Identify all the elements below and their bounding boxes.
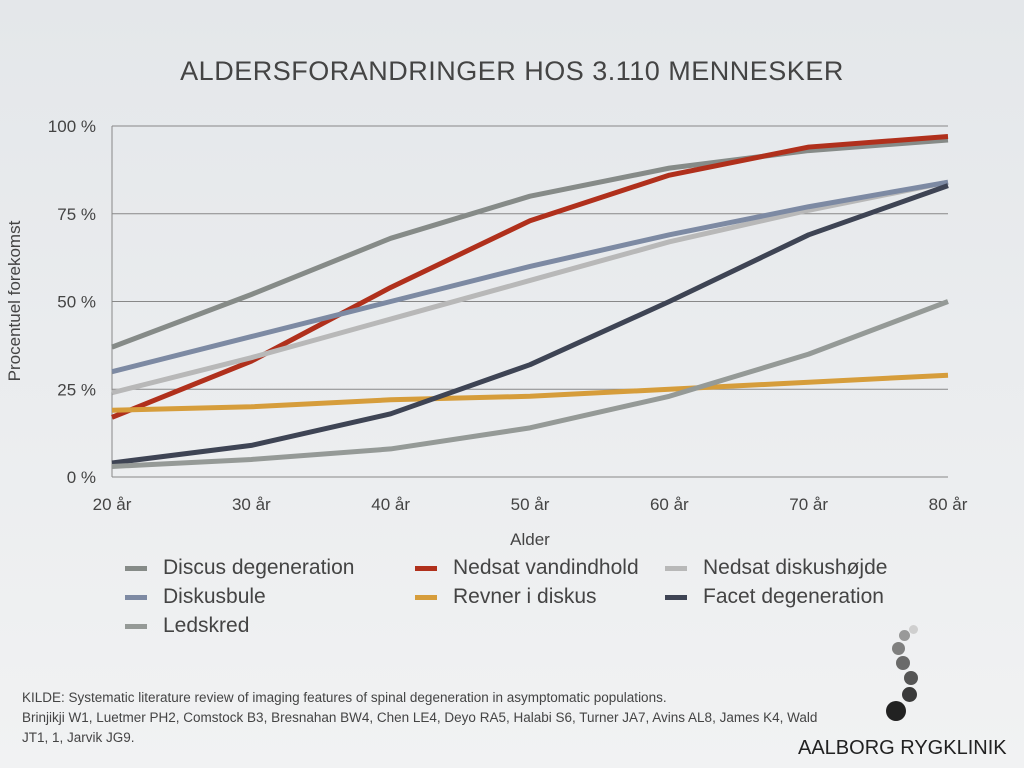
legend-label: Diskusbule [163,585,266,608]
legend-item: Revner i diskus [415,585,597,609]
series-line-ledskred [111,299,949,469]
legend-swatch [125,594,147,600]
legend-item: Nedsat diskushøjde [665,556,887,580]
legend-item: Ledskred [125,614,249,638]
legend-swatch [665,565,687,571]
y-tick-label: 0 % [67,468,96,487]
legend-item: Facet degeneration [665,585,884,609]
y-axis-label: Procentuel forekomst [5,220,24,381]
y-tick-label: 25 % [57,380,96,399]
legend-label: Discus degeneration [163,556,355,579]
logo-dot [898,629,910,641]
legend-swatch [125,623,147,629]
line-chart: 0 % 25 % 50 % 75 % 100 % 20 år 30 år 40 år 50 år… [5,117,968,549]
logo-dot [896,656,910,670]
x-tick-label: 80 år [929,495,968,514]
logo-dot [904,671,918,685]
legend-swatch [415,594,437,600]
legend-item: Nedsat vandindhold [415,556,639,580]
series-line-diskusbule [111,179,949,375]
x-tick-label: 40 år [371,495,410,514]
source-citation: KILDE: Systematic literature review of i… [22,688,842,748]
y-tick-label: 50 % [57,293,96,312]
legend-label: Revner i diskus [453,585,597,608]
legend-label: Ledskred [163,614,250,637]
brand-name: AALBORG RYGKLINIK [798,737,1007,759]
chart-title: ALDERSFORANDRINGER HOS 3.110 MENNESKER [180,56,844,86]
legend-item: Diskusbule [125,585,266,609]
source-line-2: Brinjikji W1, Luetmer PH2, Comstock B3, … [22,710,818,745]
clinic-logo [880,624,930,721]
x-tick-label: 30 år [232,495,271,514]
legend-label: Nedsat vandindhold [453,556,639,579]
series-line-nedsat-diskushøjde [111,179,949,396]
x-tick-label: 70 år [789,495,828,514]
source-line-1: KILDE: Systematic literature review of i… [22,690,667,705]
x-tick-label: 60 år [650,495,689,514]
logo-dot [886,701,906,721]
logo-dot [891,641,905,655]
series-line-nedsat-vandindhold [111,134,949,420]
legend-label: Facet degeneration [703,585,884,608]
legend-swatch [665,594,687,600]
legend-label: Nedsat diskushøjde [703,556,888,579]
legend-item: Discus degeneration [125,556,354,580]
legend-swatch [125,565,147,571]
series-line-facet-degeneration [111,183,949,466]
series-line-revner-i-diskus [111,372,949,413]
y-tick-label: 100 % [48,117,96,136]
y-tick-label: 75 % [57,205,96,224]
logo-dot [901,686,917,702]
x-axis-label: Alder [510,530,550,549]
logo-dot [908,624,918,634]
series-line-discus-degeneration [111,137,949,350]
x-tick-label: 50 år [511,495,550,514]
legend-swatch [415,565,437,571]
x-tick-label: 20 år [93,495,132,514]
